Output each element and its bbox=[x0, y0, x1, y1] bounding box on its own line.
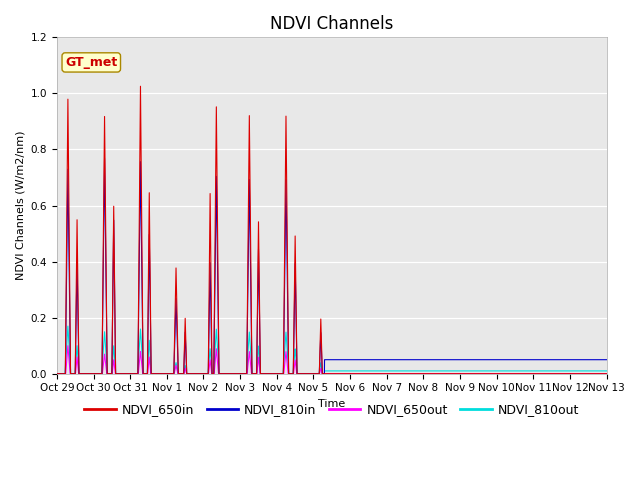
NDVI_810out bbox=[171, 366, 179, 372]
NDVI_810in bbox=[486, 357, 493, 362]
Text: GT_met: GT_met bbox=[65, 56, 117, 69]
NDVI_650out bbox=[408, 371, 415, 377]
Legend: NDVI_650in, NDVI_810in, NDVI_650out, NDVI_810out: NDVI_650in, NDVI_810in, NDVI_650out, NDV… bbox=[79, 398, 584, 421]
NDVI_810out bbox=[603, 368, 611, 374]
NDVI_650in bbox=[259, 371, 267, 377]
NDVI_650in bbox=[136, 84, 144, 89]
NDVI_650out bbox=[64, 343, 72, 348]
NDVI_650in bbox=[486, 371, 493, 377]
NDVI_650out bbox=[53, 371, 61, 377]
NDVI_650in bbox=[165, 371, 173, 377]
NDVI_650out bbox=[171, 369, 179, 375]
Title: NDVI Channels: NDVI Channels bbox=[270, 15, 394, 33]
NDVI_650out bbox=[486, 371, 493, 377]
NDVI_810in bbox=[171, 345, 179, 351]
NDVI_810in bbox=[603, 357, 611, 362]
NDVI_650out bbox=[601, 371, 609, 377]
NDVI_650in bbox=[601, 371, 609, 377]
NDVI_650in bbox=[603, 371, 611, 377]
NDVI_810out bbox=[64, 323, 72, 329]
NDVI_650in bbox=[171, 335, 179, 340]
Y-axis label: NDVI Channels (W/m2/nm): NDVI Channels (W/m2/nm) bbox=[15, 131, 25, 280]
X-axis label: Time: Time bbox=[318, 399, 346, 409]
NDVI_810in bbox=[100, 156, 108, 161]
NDVI_810in bbox=[408, 357, 415, 362]
NDVI_650in bbox=[408, 371, 415, 377]
Line: NDVI_810out: NDVI_810out bbox=[57, 326, 607, 374]
NDVI_810out bbox=[53, 371, 61, 377]
NDVI_650in bbox=[53, 371, 61, 377]
NDVI_810out bbox=[486, 368, 493, 374]
NDVI_810in bbox=[601, 357, 609, 362]
NDVI_650out bbox=[603, 371, 611, 377]
NDVI_650out bbox=[165, 371, 173, 377]
NDVI_810out bbox=[408, 368, 415, 374]
NDVI_810out bbox=[259, 371, 267, 377]
Line: NDVI_650in: NDVI_650in bbox=[57, 86, 607, 374]
NDVI_650out bbox=[259, 371, 267, 377]
NDVI_810in bbox=[165, 371, 173, 377]
NDVI_810in bbox=[259, 371, 267, 377]
NDVI_810out bbox=[165, 371, 173, 377]
NDVI_810out bbox=[601, 368, 609, 374]
NDVI_810in bbox=[53, 371, 61, 377]
Line: NDVI_650out: NDVI_650out bbox=[57, 346, 607, 374]
Line: NDVI_810in: NDVI_810in bbox=[57, 158, 607, 374]
